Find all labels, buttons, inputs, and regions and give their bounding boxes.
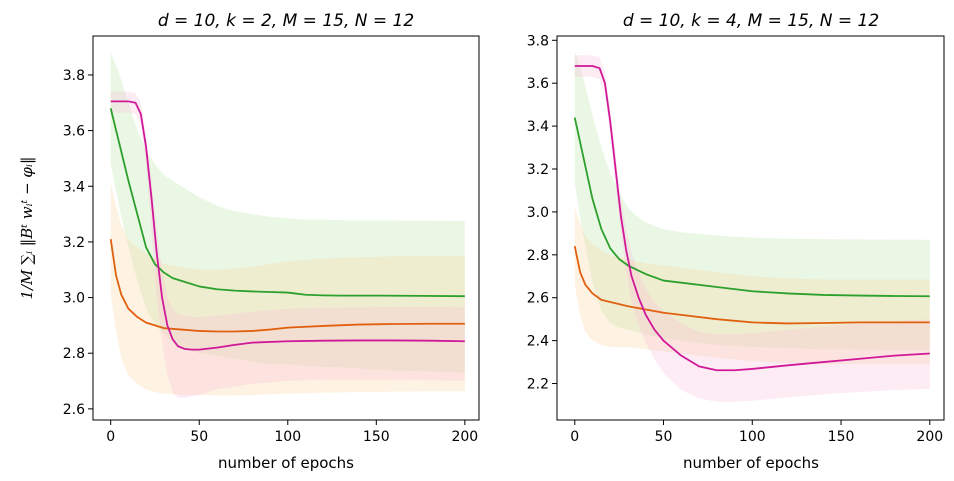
- series-line-green: [573, 117, 930, 298]
- chart-2-bands: [574, 51, 930, 402]
- band-magenta: [110, 91, 465, 398]
- band-green: [110, 52, 465, 373]
- y-tick-label: 3.8: [527, 33, 549, 49]
- x-tick-label: 200: [451, 429, 478, 445]
- series-line-orange: [573, 246, 930, 325]
- chart-panel-2: d = 10, k = 4, M = 15, N = 12 0 50 100 150 2…: [527, 11, 945, 472]
- y-tick-label: 2.6: [63, 402, 85, 418]
- x-tick-label: 100: [274, 429, 301, 445]
- y-tick-label: 2.8: [527, 248, 549, 264]
- x-tick-label: 150: [828, 429, 855, 445]
- x-tick-label: 100: [739, 429, 766, 445]
- chart-2-frame: [556, 35, 945, 421]
- y-tick-label: 3.6: [63, 124, 85, 140]
- y-tick-label: 3.0: [527, 205, 549, 221]
- band-green: [574, 51, 930, 351]
- chart-1-frame: [92, 35, 480, 421]
- chart-panel-1: d = 10, k = 2, M = 15, N = 12 0 50 100 150 2…: [63, 11, 480, 472]
- x-tick-label: 200: [916, 429, 943, 445]
- x-tick-label: 150: [363, 429, 390, 445]
- chart-1-x-ticks: 0 50 100 150 200: [106, 420, 478, 445]
- band-orange: [574, 207, 930, 365]
- y-tick-label: 3.0: [63, 291, 85, 307]
- y-axis-label: 1/M ∑ᵢ ‖Bᵗ wᵢᵗ − φᵢ‖: [18, 157, 36, 300]
- y-tick-label: 3.8: [63, 68, 85, 84]
- chart-1-y-ticks: 2.6 2.8 3.0 3.2 3.4 3.6 3.8: [63, 68, 93, 418]
- x-tick-label: 0: [106, 429, 115, 445]
- chart-2-lines: [573, 65, 930, 372]
- chart-2-title: d = 10, k = 4, M = 15, N = 12: [623, 11, 879, 31]
- y-tick-label: 2.6: [527, 291, 549, 307]
- series-line-orange: [109, 238, 465, 333]
- y-tick-label: 2.8: [63, 346, 85, 362]
- series-line-green: [109, 108, 465, 298]
- chart-1-title: d = 10, k = 2, M = 15, N = 12: [158, 11, 414, 31]
- x-tick-label: 50: [655, 429, 673, 445]
- y-tick-label: 3.2: [527, 162, 549, 178]
- y-tick-label: 3.6: [527, 76, 549, 92]
- y-tick-label: 3.4: [527, 119, 549, 135]
- chart-2-y-ticks: 2.2 2.4 2.6 2.8 3.0 3.2 3.4 3.6 3.8: [527, 33, 557, 393]
- chart-1-lines: [109, 100, 465, 351]
- y-tick-label: 2.4: [527, 334, 549, 350]
- series-line-magenta: [574, 65, 930, 372]
- band-orange: [110, 183, 465, 396]
- y-tick-label: 2.2: [527, 377, 549, 393]
- band-magenta: [574, 55, 930, 402]
- y-tick-label: 3.4: [63, 179, 85, 195]
- chart-1-x-axis-label: number of epochs: [218, 454, 354, 472]
- x-tick-label: 50: [190, 429, 208, 445]
- y-tick-label: 3.2: [63, 235, 85, 251]
- chart-2-x-axis-label: number of epochs: [683, 454, 819, 472]
- series-line-magenta: [110, 100, 465, 351]
- chart-2-x-ticks: 0 50 100 150 200: [570, 420, 943, 445]
- x-tick-label: 0: [570, 429, 579, 445]
- chart-1-bands: [110, 52, 465, 398]
